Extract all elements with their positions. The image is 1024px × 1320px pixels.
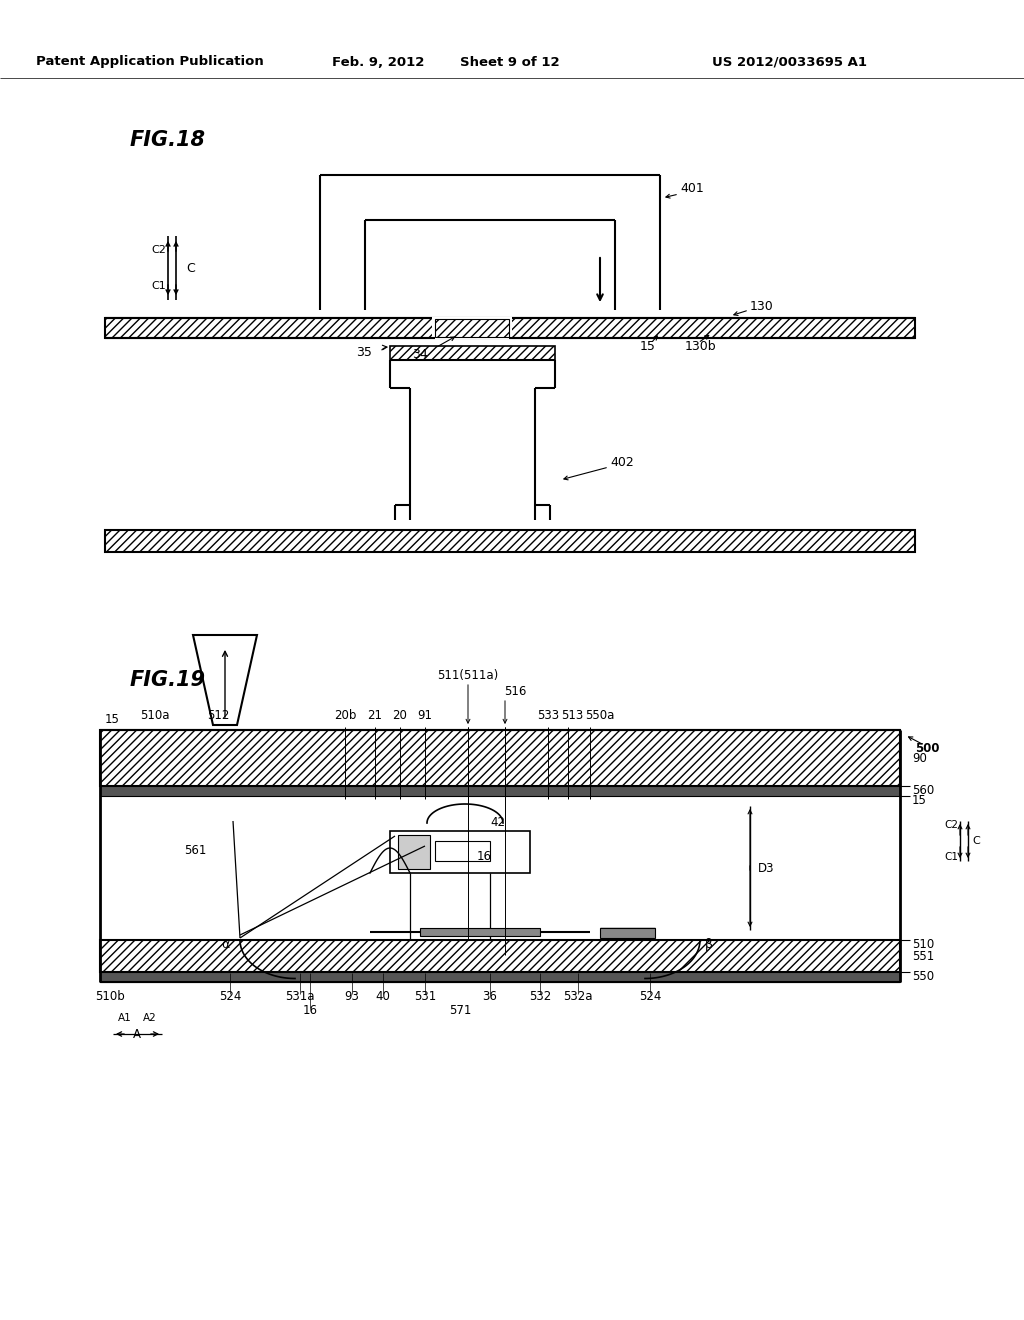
Bar bbox=[420, 928, 540, 936]
Text: 130b: 130b bbox=[685, 339, 717, 352]
Text: C: C bbox=[972, 836, 980, 846]
Text: β: β bbox=[705, 939, 713, 950]
Text: A1: A1 bbox=[118, 1012, 132, 1023]
Text: C2: C2 bbox=[944, 820, 958, 830]
Text: Patent Application Publication: Patent Application Publication bbox=[36, 55, 264, 69]
Text: 42: 42 bbox=[490, 817, 505, 829]
Bar bbox=[100, 972, 900, 982]
Text: 15: 15 bbox=[912, 793, 927, 807]
Text: A2: A2 bbox=[143, 1012, 157, 1023]
Text: 516: 516 bbox=[504, 685, 526, 698]
Text: 571: 571 bbox=[449, 1003, 471, 1016]
Text: 21: 21 bbox=[368, 709, 383, 722]
Text: C: C bbox=[186, 261, 195, 275]
Text: 524: 524 bbox=[219, 990, 242, 1002]
Text: C1: C1 bbox=[152, 281, 166, 290]
Bar bbox=[398, 836, 430, 869]
Text: 130: 130 bbox=[750, 300, 774, 313]
Text: 513: 513 bbox=[561, 709, 583, 722]
Text: 20b: 20b bbox=[334, 709, 356, 722]
Text: 512: 512 bbox=[207, 709, 229, 722]
Text: 40: 40 bbox=[376, 990, 390, 1002]
Bar bbox=[390, 346, 555, 360]
Text: 561: 561 bbox=[184, 845, 206, 858]
Text: 533: 533 bbox=[537, 709, 559, 722]
Text: 35: 35 bbox=[356, 346, 372, 359]
Bar bbox=[432, 317, 512, 339]
Text: α: α bbox=[222, 939, 230, 950]
Text: 531: 531 bbox=[414, 990, 436, 1002]
Text: 36: 36 bbox=[482, 990, 498, 1002]
Bar bbox=[100, 785, 900, 796]
Bar bbox=[435, 841, 490, 861]
Text: 531a: 531a bbox=[286, 990, 314, 1002]
Text: 91: 91 bbox=[418, 709, 432, 722]
Text: 20: 20 bbox=[392, 709, 408, 722]
FancyArrowPatch shape bbox=[382, 346, 387, 350]
Text: 510a: 510a bbox=[140, 709, 170, 722]
Text: FIG.18: FIG.18 bbox=[130, 129, 206, 150]
Text: Sheet 9 of 12: Sheet 9 of 12 bbox=[460, 55, 560, 69]
Text: D3: D3 bbox=[758, 862, 774, 874]
Text: 551: 551 bbox=[912, 949, 934, 962]
Text: 524: 524 bbox=[639, 990, 662, 1002]
Text: 93: 93 bbox=[344, 990, 359, 1002]
Text: 401: 401 bbox=[680, 181, 703, 194]
Text: 550a: 550a bbox=[586, 709, 614, 722]
Text: 550: 550 bbox=[912, 969, 934, 982]
Text: FIG.19: FIG.19 bbox=[130, 671, 206, 690]
Text: 511(511a): 511(511a) bbox=[437, 669, 499, 682]
Bar bbox=[390, 832, 530, 873]
Bar bbox=[100, 730, 900, 785]
Text: 16: 16 bbox=[477, 850, 492, 862]
Text: 532: 532 bbox=[528, 990, 551, 1002]
Text: 560: 560 bbox=[912, 784, 934, 796]
Bar bbox=[100, 940, 900, 972]
Text: US 2012/0033695 A1: US 2012/0033695 A1 bbox=[713, 55, 867, 69]
Bar bbox=[600, 928, 655, 939]
Bar bbox=[435, 319, 509, 337]
Text: 16: 16 bbox=[302, 1003, 317, 1016]
Text: 15: 15 bbox=[105, 713, 120, 726]
Text: 15: 15 bbox=[640, 339, 656, 352]
Text: 402: 402 bbox=[610, 455, 634, 469]
Text: 90: 90 bbox=[912, 751, 927, 764]
Text: A: A bbox=[133, 1027, 141, 1040]
Text: C1: C1 bbox=[944, 851, 958, 862]
Text: 510: 510 bbox=[912, 939, 934, 952]
Text: 532a: 532a bbox=[563, 990, 593, 1002]
Bar bbox=[105, 531, 915, 552]
Bar bbox=[105, 318, 915, 338]
Text: 34: 34 bbox=[413, 348, 428, 362]
Text: 500: 500 bbox=[915, 742, 939, 755]
Text: 510b: 510b bbox=[95, 990, 125, 1002]
Text: C2: C2 bbox=[152, 246, 166, 255]
Text: Feb. 9, 2012: Feb. 9, 2012 bbox=[332, 55, 424, 69]
